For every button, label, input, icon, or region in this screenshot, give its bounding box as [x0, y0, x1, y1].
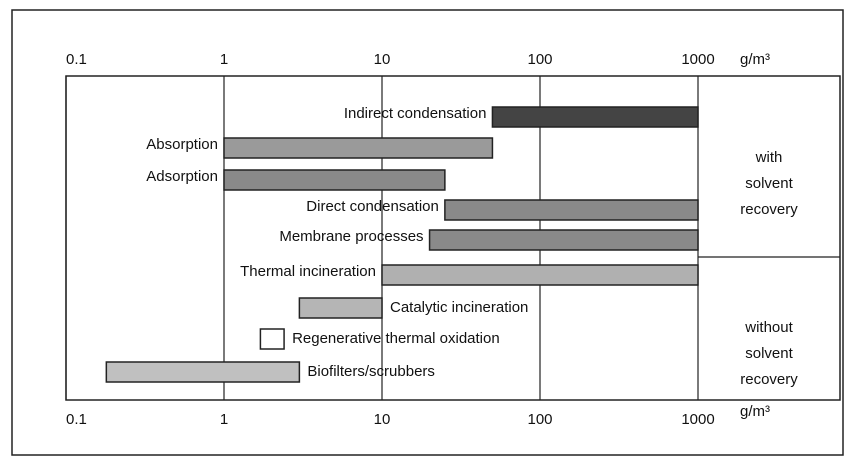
bar-label: Catalytic incineration: [390, 299, 528, 316]
side-label: recovery: [740, 371, 798, 388]
side-label: with: [755, 149, 783, 166]
bar-label: Membrane processes: [279, 228, 423, 245]
bar-label: Indirect condensation: [344, 105, 487, 122]
unit-label-top: g/m³: [740, 51, 770, 68]
bar-label: Biofilters/scrubbers: [307, 363, 435, 380]
side-label: without: [744, 319, 793, 336]
bar-label: Absorption: [146, 136, 218, 153]
x-tick-label-top: 0.1: [66, 51, 87, 68]
range-bar: [444, 199, 699, 221]
bar-label: Adsorption: [146, 168, 218, 185]
range-bar: [105, 361, 301, 383]
range-bar: [223, 169, 446, 191]
x-tick-label-top: 1000: [681, 51, 714, 68]
range-bar: [381, 264, 699, 286]
x-tick-label-top: 1: [220, 51, 228, 68]
x-tick-label-bottom: 0.1: [66, 411, 87, 428]
bar-label: Regenerative thermal oxidation: [292, 330, 500, 347]
side-label: recovery: [740, 201, 798, 218]
range-bar: [491, 106, 699, 128]
side-label: solvent: [745, 175, 793, 192]
x-tick-label-bottom: 1000: [681, 411, 714, 428]
x-tick-label-top: 100: [527, 51, 552, 68]
bar-label: Thermal incineration: [240, 263, 376, 280]
side-label: solvent: [745, 345, 793, 362]
bar-label: Direct condensation: [306, 198, 439, 215]
x-tick-label-bottom: 100: [527, 411, 552, 428]
outer-frame: [11, 9, 844, 456]
x-tick-label-bottom: 1: [220, 411, 228, 428]
range-bar: [259, 328, 285, 350]
x-tick-label-bottom: 10: [374, 411, 391, 428]
range-bar: [298, 297, 383, 319]
range-bar: [428, 229, 699, 251]
unit-label-bottom: g/m³: [740, 403, 770, 420]
x-tick-label-top: 10: [374, 51, 391, 68]
range-bar: [223, 137, 494, 159]
